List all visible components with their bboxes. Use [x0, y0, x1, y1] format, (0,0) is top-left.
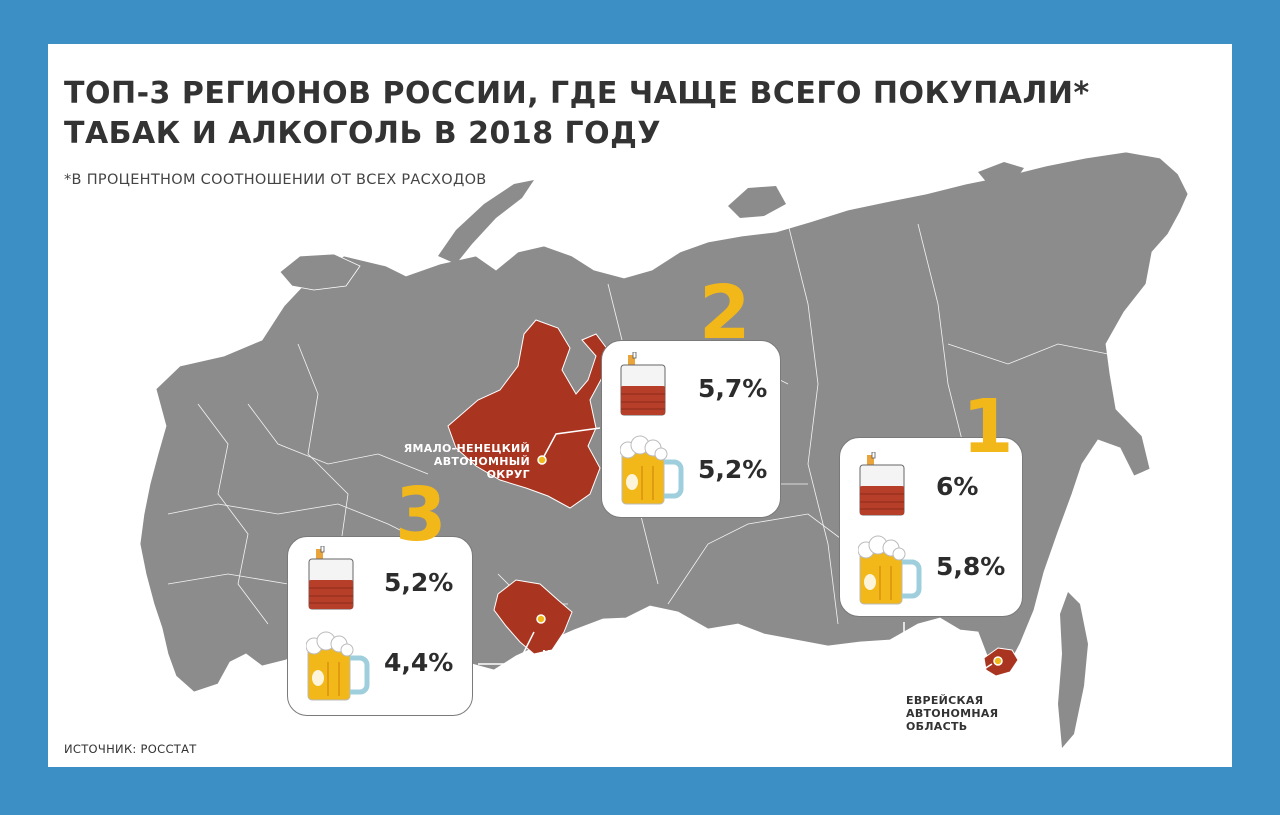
title-line-2: ТАБАК И АЛКОГОЛЬ В 2018 ГОДУ: [64, 116, 662, 151]
subtitle: *В ПРОЦЕНТНОМ СООТНОШЕНИИ ОТ ВСЕХ РАСХОД…: [64, 172, 487, 188]
cigarette-pack-icon: [620, 352, 666, 416]
tobacco-value-1: 6%: [936, 472, 979, 501]
infographic-card: ТОП-3 РЕГИОНОВ РОССИИ, ГДЕ ЧАЩЕ ВСЕГО ПО…: [48, 44, 1232, 767]
dot-yamal: [537, 455, 547, 465]
page-title: ТОП-3 РЕГИОНОВ РОССИИ, ГДЕ ЧАЩЕ ВСЕГО ПО…: [64, 74, 1090, 154]
beer-mug-icon: [306, 626, 370, 702]
beer-mug-icon: [858, 530, 922, 606]
rank-1-label: 1: [962, 384, 1014, 470]
region-novosibirsk: [493, 579, 573, 655]
region-label-yamal: ЯМАЛО-НЕНЕЦКИЙ АВТОНОМНЫЙ ОКРУГ: [403, 442, 530, 481]
alcohol-value-1: 5,8%: [936, 552, 1006, 581]
region-label-novosibirsk: НОВОСИБИРСКАЯ ОБЛАСТЬ: [542, 648, 660, 674]
tobacco-value-3: 5,2%: [384, 568, 454, 597]
dot-novosibirsk: [536, 614, 546, 624]
alcohol-value-3: 4,4%: [384, 648, 454, 677]
alcohol-value-2: 5,2%: [698, 455, 768, 484]
source-note: ИСТОЧНИК: РОССТАТ: [64, 742, 197, 756]
title-line-1: ТОП-3 РЕГИОНОВ РОССИИ, ГДЕ ЧАЩЕ ВСЕГО ПО…: [64, 76, 1090, 111]
tobacco-value-2: 5,7%: [698, 374, 768, 403]
dot-jewish: [993, 656, 1003, 666]
rank-2-label: 2: [699, 270, 751, 356]
beer-mug-icon: [620, 430, 684, 506]
cigarette-pack-icon: [859, 452, 905, 516]
region-yamal: [447, 319, 609, 509]
region-label-jewish: ЕВРЕЙСКАЯ АВТОНОМНАЯ ОБЛАСТЬ: [906, 694, 999, 733]
rank-3-label: 3: [395, 472, 447, 558]
cigarette-pack-icon: [308, 546, 354, 610]
